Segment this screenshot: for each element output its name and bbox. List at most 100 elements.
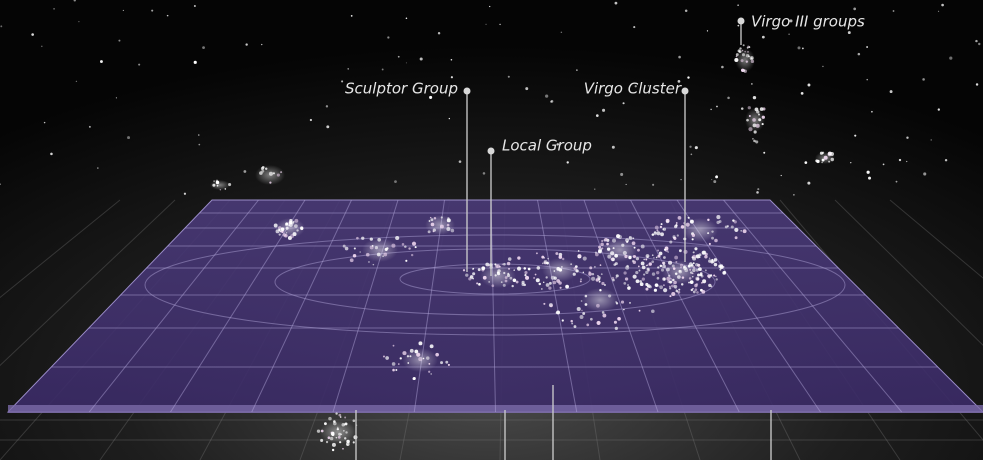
star — [632, 237, 635, 240]
star — [624, 277, 629, 281]
star — [681, 276, 685, 279]
star — [566, 161, 569, 164]
star — [711, 236, 714, 240]
star — [713, 274, 716, 277]
star — [465, 273, 469, 277]
star — [575, 269, 579, 273]
star — [440, 216, 443, 219]
star — [341, 80, 344, 83]
star — [595, 278, 599, 282]
star — [561, 257, 565, 261]
star — [482, 172, 486, 175]
star — [640, 261, 645, 266]
star — [677, 216, 682, 220]
star — [711, 230, 714, 233]
star — [699, 273, 703, 277]
star — [598, 280, 601, 283]
star — [804, 161, 808, 164]
star — [657, 249, 660, 252]
star — [556, 143, 560, 146]
grid-line — [413, 199, 445, 413]
star — [579, 315, 584, 319]
star — [558, 281, 562, 285]
star — [655, 270, 660, 275]
star — [41, 45, 43, 48]
star — [741, 53, 746, 57]
star — [219, 189, 222, 191]
star — [523, 267, 527, 270]
star — [723, 271, 726, 273]
star — [495, 264, 499, 268]
star — [276, 173, 280, 177]
star — [645, 258, 648, 261]
star — [399, 357, 402, 360]
star — [714, 238, 718, 243]
star — [643, 258, 645, 261]
star — [707, 232, 710, 235]
star — [651, 309, 655, 314]
star — [215, 179, 219, 183]
star — [684, 9, 688, 13]
star — [752, 123, 757, 128]
star — [409, 348, 414, 353]
star — [335, 436, 338, 439]
star — [450, 228, 455, 233]
star — [356, 236, 359, 240]
star — [679, 263, 684, 267]
star — [854, 134, 857, 137]
star — [949, 56, 953, 60]
star — [555, 252, 559, 256]
star — [506, 261, 511, 266]
star — [589, 266, 593, 270]
star — [422, 357, 425, 360]
star — [555, 311, 558, 314]
star — [581, 309, 583, 312]
star — [588, 272, 592, 276]
star — [670, 261, 672, 263]
star — [747, 106, 751, 110]
star — [391, 243, 396, 248]
star — [816, 159, 820, 164]
star — [342, 244, 346, 248]
star — [707, 274, 711, 278]
star — [261, 43, 263, 46]
star — [512, 278, 517, 283]
star — [631, 241, 636, 246]
star — [741, 49, 744, 52]
star — [294, 218, 299, 223]
star — [586, 323, 590, 327]
star — [75, 80, 78, 83]
star — [392, 368, 395, 372]
star — [613, 263, 617, 266]
star — [632, 254, 637, 259]
star — [662, 277, 666, 281]
star — [695, 263, 699, 267]
star — [489, 5, 491, 8]
star — [527, 267, 531, 271]
floor-line — [0, 199, 121, 299]
star — [382, 255, 384, 258]
star — [383, 252, 388, 257]
star — [654, 225, 659, 230]
star — [821, 161, 823, 164]
star — [707, 218, 710, 222]
star — [660, 232, 664, 237]
plane-edge — [8, 405, 983, 413]
star — [279, 230, 282, 233]
star — [607, 254, 612, 259]
star — [882, 163, 885, 166]
star — [580, 300, 583, 302]
star — [708, 259, 712, 263]
star — [496, 272, 501, 276]
star — [0, 183, 1, 185]
star — [733, 220, 737, 224]
star — [735, 55, 738, 58]
star — [447, 363, 450, 366]
star — [698, 253, 702, 257]
star — [748, 127, 753, 132]
star — [327, 436, 331, 440]
star — [445, 360, 449, 364]
star — [615, 302, 619, 305]
star — [750, 57, 753, 60]
star — [78, 21, 80, 23]
